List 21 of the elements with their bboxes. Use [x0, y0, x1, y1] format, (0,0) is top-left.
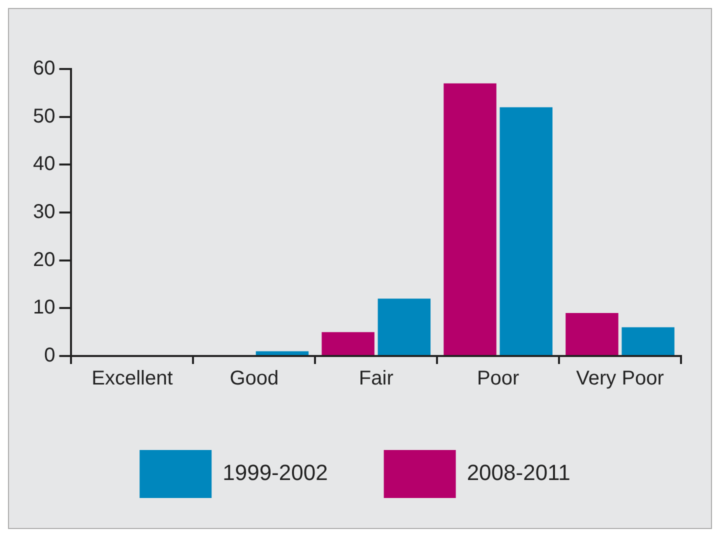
x-tick-label: Excellent	[92, 368, 174, 390]
legend-label: 1999-2002	[222, 460, 328, 486]
bar	[622, 327, 674, 355]
y-tick-label: 50	[32, 105, 56, 128]
legend-label: 2008-2011	[466, 460, 570, 486]
x-tick-label: Poor	[476, 368, 520, 390]
x-tick-label: Good	[230, 368, 279, 390]
x-tick-label: Fair	[358, 368, 394, 390]
bar	[322, 332, 374, 355]
bar	[500, 107, 552, 355]
y-tick-label: 30	[32, 201, 56, 224]
x-tick-label: Very Poor	[576, 368, 664, 390]
y-tick-label: 40	[32, 153, 56, 176]
bar	[378, 298, 431, 355]
y-tick-label: 10	[32, 296, 56, 319]
bar	[444, 83, 496, 355]
bar	[566, 312, 618, 355]
y-tick-label: 60	[32, 58, 56, 80]
y-tick-label: 0	[44, 344, 56, 367]
y-tick-label: 20	[32, 248, 56, 271]
bar	[256, 351, 309, 355]
